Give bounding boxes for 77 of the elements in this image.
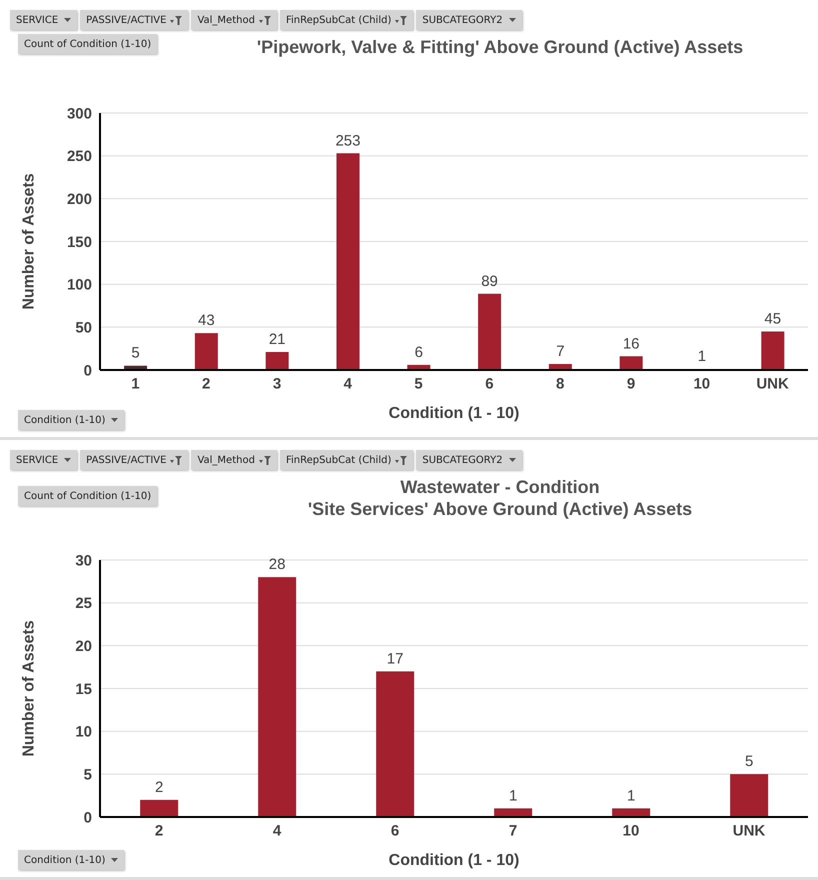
y-tick-label: 250 [66, 148, 92, 166]
x-tick-label: 7 [508, 822, 518, 840]
x-axis-title: Condition (1 - 10) [388, 852, 520, 869]
data-label: 1 [698, 348, 706, 366]
x-tick-label: 6 [485, 376, 494, 393]
text: PASSIVE/ACTIVE [86, 454, 166, 466]
bar [194, 333, 218, 370]
bar [620, 356, 643, 370]
y-tick-label: 15 [75, 680, 92, 698]
text: SERVICE [16, 14, 58, 26]
data-label: 2 [154, 778, 164, 796]
chart-title: Wastewater - Condition [399, 476, 601, 498]
text: SERVICE [16, 454, 58, 466]
x-tick-label: 2 [202, 376, 210, 393]
bar [140, 800, 178, 817]
text: SUBCATEGORY2 [422, 14, 503, 26]
text: SUBCATEGORY2 [422, 454, 503, 466]
x-axis-title: Condition (1 - 10) [388, 405, 520, 422]
data-label: 7 [556, 343, 565, 360]
x-tick-label: 10 [693, 376, 710, 393]
data-label: 43 [198, 312, 215, 330]
data-label: 17 [386, 650, 404, 668]
text: Val_Method [197, 454, 255, 466]
text: Val_Method [197, 14, 255, 26]
text: Condition (1-10) [24, 854, 106, 866]
x-tick-label: 1 [131, 376, 140, 393]
data-label: 1 [508, 787, 518, 804]
bar [376, 671, 414, 817]
x-tick-label: 2 [154, 822, 164, 840]
y-tick-label: 5 [84, 766, 92, 784]
x-tick-label: 10 [622, 822, 640, 840]
y-tick-label: 50 [75, 319, 92, 336]
text: PASSIVE/ACTIVE [86, 14, 166, 26]
text: Count of Condition (1-10) [24, 490, 152, 502]
data-label: 89 [481, 272, 498, 290]
x-tick-label: UNK [732, 822, 766, 840]
data-label: 1 [626, 787, 636, 804]
bar [478, 294, 502, 370]
text: Count of Condition (1-10) [24, 38, 152, 50]
x-tick-label: 3 [272, 376, 282, 393]
chart-subtitle: 'Site Services' Above Ground (Active) Assets [306, 498, 694, 520]
y-tick-label: 25 [75, 595, 92, 612]
x-tick-label: 4 [272, 822, 282, 840]
x-tick-label: UNK [756, 376, 790, 393]
data-label: 28 [268, 556, 286, 574]
bar [761, 331, 784, 370]
y-tick-label: 150 [66, 234, 92, 251]
y-tick-label: 300 [66, 105, 92, 122]
data-label: 45 [764, 310, 782, 328]
text: FinRepSubCat (Child) [286, 454, 392, 466]
y-tick-label: 30 [75, 552, 92, 570]
x-tick-label: 4 [344, 376, 353, 393]
data-label: 5 [744, 753, 754, 770]
y-tick-label: 20 [75, 638, 92, 655]
y-axis-title: Number of Assets [20, 620, 38, 757]
data-label: 16 [622, 335, 640, 352]
bar [258, 577, 296, 817]
data-label: 253 [335, 132, 360, 150]
data-label: 6 [414, 344, 423, 361]
text: Condition (1-10) [24, 414, 106, 426]
x-tick-label: 9 [626, 376, 636, 393]
y-tick-label: 0 [84, 362, 92, 380]
y-tick-label: 0 [84, 809, 92, 826]
y-tick-label: 10 [75, 724, 92, 741]
data-label: 5 [131, 344, 140, 362]
y-tick-label: 200 [66, 190, 92, 208]
y-axis-title: Number of Assets [20, 173, 38, 310]
x-tick-label: 5 [414, 376, 423, 393]
bar [730, 774, 768, 817]
chart-title: 'Pipework, Valve & Fitting' Above Ground (Active) Assets [256, 36, 744, 58]
y-tick-label: 100 [66, 276, 92, 294]
x-tick-label: 6 [390, 822, 400, 840]
bar [266, 352, 289, 370]
text: FinRepSubCat (Child) [286, 14, 392, 26]
x-tick-label: 8 [556, 376, 564, 393]
bar [336, 153, 360, 370]
data-label: 21 [268, 331, 286, 348]
